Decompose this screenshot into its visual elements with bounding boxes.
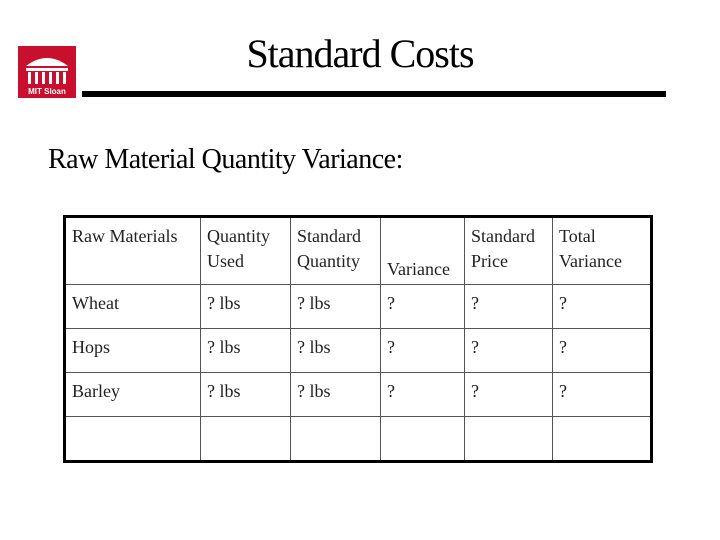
- table-cell: ?: [464, 284, 553, 329]
- empty-cell: [64, 416, 201, 462]
- table-row: Hops? lbs? lbs???: [64, 328, 652, 373]
- table-cell: ? lbs: [290, 372, 381, 417]
- table-cell: ?: [464, 372, 553, 417]
- title-rule: [82, 91, 666, 97]
- table-cell: ?: [380, 372, 465, 417]
- logo-text: MIT Sloan: [28, 87, 66, 96]
- table-cell: Wheat: [64, 284, 201, 329]
- header-line: Quantity: [207, 226, 270, 246]
- header-line: Used: [207, 251, 244, 271]
- column-header: Total Variance: [552, 216, 652, 285]
- table-cell: ?: [552, 372, 652, 417]
- column-header: Standard Price: [464, 216, 553, 285]
- table-cell: ? lbs: [290, 284, 381, 329]
- header-line: Standard: [297, 226, 361, 246]
- table-row: Wheat? lbs? lbs???: [64, 284, 652, 329]
- table-cell: ?: [552, 284, 652, 329]
- header-line: Total: [559, 226, 596, 246]
- empty-row: [64, 416, 652, 462]
- table-cell: Barley: [64, 372, 201, 417]
- variance-table: Raw Materials Quantity Used Standard Quantit…: [63, 215, 653, 463]
- column-header: Quantity Used: [200, 216, 291, 285]
- empty-cell: [380, 416, 465, 462]
- header-line: Variance: [387, 259, 450, 279]
- empty-cell: [464, 416, 553, 462]
- table-cell: ? lbs: [200, 284, 291, 329]
- table-cell: ? lbs: [200, 372, 291, 417]
- header-line: Variance: [559, 251, 622, 271]
- table-row: Barley? lbs? lbs???: [64, 372, 652, 417]
- empty-cell: [552, 416, 652, 462]
- table-cell: ? lbs: [200, 328, 291, 373]
- table-cell: Hops: [64, 328, 201, 373]
- table-cell: ?: [552, 328, 652, 373]
- empty-cell: [200, 416, 291, 462]
- column-header: Standard Quantity: [290, 216, 381, 285]
- header-line: Raw Materials: [72, 226, 178, 246]
- subtitle: Raw Material Quantity Variance:: [48, 144, 403, 175]
- column-header: Raw Materials: [64, 216, 201, 285]
- column-header: Variance: [380, 216, 465, 285]
- logo: MIT Sloan: [18, 46, 76, 98]
- header-line: Standard: [471, 226, 535, 246]
- title: Standard Costs: [246, 31, 474, 76]
- empty-cell: [290, 416, 381, 462]
- header-row: Raw Materials Quantity Used Standard Quantit…: [64, 216, 652, 285]
- table-cell: ?: [380, 328, 465, 373]
- header-line: Price: [471, 251, 508, 271]
- table-cell: ? lbs: [290, 328, 381, 373]
- table-cell: ?: [464, 328, 553, 373]
- header-line: Quantity: [297, 251, 360, 271]
- table-cell: ?: [380, 284, 465, 329]
